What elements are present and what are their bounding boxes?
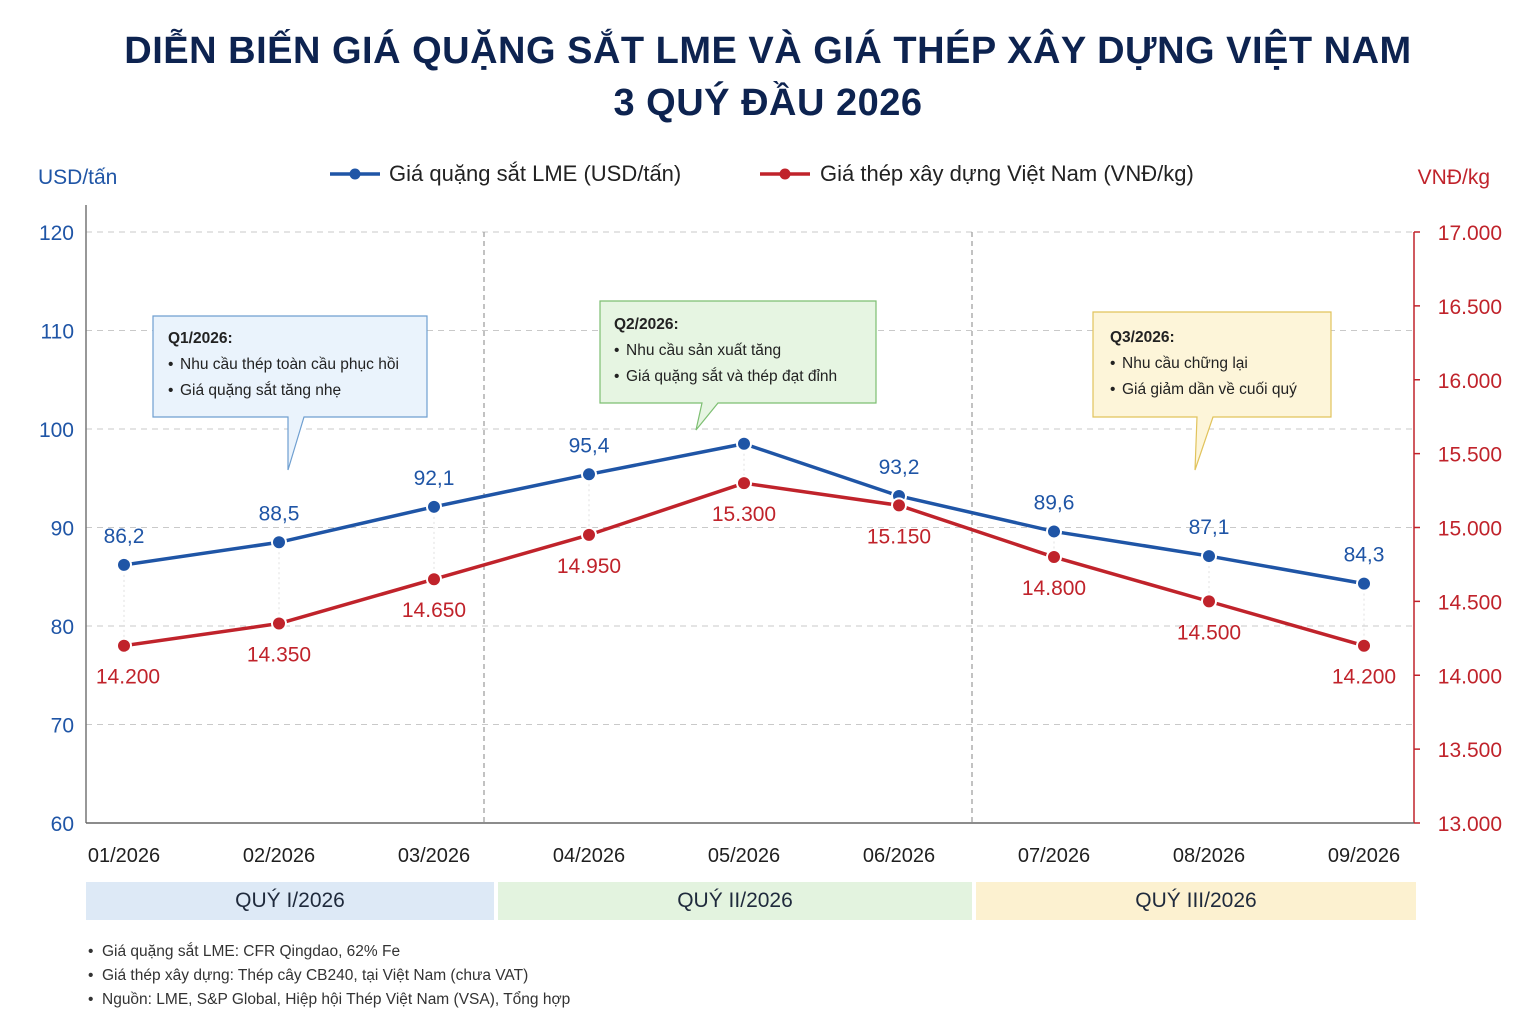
data-label-steel: 15.150	[867, 525, 931, 548]
data-label-ore: 89,6	[1034, 491, 1075, 514]
quarter-band-q1: QUÝ I/2026	[86, 882, 494, 920]
y-tick-left: 70	[51, 715, 74, 738]
data-point-ore	[426, 498, 442, 515]
x-tick-label: 03/2026	[398, 845, 470, 867]
data-point-steel	[1201, 593, 1217, 610]
data-label-ore: 92,1	[414, 467, 455, 490]
data-point-steel	[736, 475, 752, 492]
data-point-steel	[426, 571, 442, 588]
legend-label-ore: Giá quặng sắt LME (USD/tấn)	[389, 161, 681, 186]
callout-q1-item: Giá quặng sắt tăng nhẹ	[168, 378, 423, 404]
y-tick-left: 110	[41, 321, 74, 344]
data-label-steel: 14.200	[96, 666, 160, 689]
data-label-ore: 95,4	[569, 434, 610, 457]
footnote: Giá quặng sắt LME: CFR Qingdao, 62% Fe	[88, 940, 570, 964]
data-point-ore	[1201, 548, 1217, 565]
callout-q2: Q2/2026: Nhu cầu sản xuất tăng Giá quặng…	[614, 312, 872, 390]
y-tick-right: 13.500	[1438, 739, 1502, 762]
legend-marker-ore	[349, 168, 361, 180]
data-label-ore: 86,2	[104, 525, 145, 548]
data-point-steel	[1046, 549, 1062, 566]
data-label-steel: 14.500	[1177, 621, 1241, 644]
callout-q3-item: Nhu cầu chững lại	[1110, 351, 1330, 377]
quarter-band-q2: QUÝ II/2026	[498, 882, 972, 920]
y-tick-left: 100	[39, 419, 74, 442]
footnote: Nguồn: LME, S&P Global, Hiệp hội Thép Vi…	[88, 988, 570, 1012]
data-label-steel: 14.200	[1332, 666, 1396, 689]
x-tick-label: 01/2026	[88, 845, 160, 867]
footnotes: Giá quặng sắt LME: CFR Qingdao, 62% Fe G…	[88, 940, 570, 1012]
callout-q2-title: Q2/2026:	[614, 316, 679, 333]
x-tick-label: 07/2026	[1018, 845, 1090, 867]
data-label-steel: 14.950	[557, 555, 621, 578]
legend-marker-steel	[779, 168, 791, 180]
y-axis-right-label: VNĐ/kg	[1418, 166, 1490, 189]
legend-label-steel: Giá thép xây dựng Việt Nam (VNĐ/kg)	[820, 161, 1194, 186]
y-tick-left: 60	[51, 813, 74, 836]
data-label-ore: 87,1	[1189, 516, 1230, 539]
data-label-steel: 14.350	[247, 644, 311, 667]
x-tick-label: 09/2026	[1328, 845, 1400, 867]
x-tick-label: 06/2026	[863, 845, 935, 867]
y-tick-right: 16.500	[1438, 296, 1502, 319]
y-tick-right: 17.000	[1438, 222, 1502, 245]
data-label-steel: 14.650	[402, 599, 466, 622]
chart-title-line2: 3 QUÝ ĐẦU 2026	[613, 82, 923, 124]
data-point-ore	[116, 556, 132, 573]
footnote: Giá thép xây dựng: Thép cây CB240, tại V…	[88, 964, 570, 988]
data-point-steel	[1356, 637, 1372, 654]
data-point-steel	[581, 526, 597, 543]
data-point-steel	[271, 615, 287, 632]
callout-q1-title: Q1/2026:	[168, 330, 233, 347]
chart-title-line1: DIỄN BIẾN GIÁ QUẶNG SẮT LME VÀ GIÁ THÉP …	[124, 30, 1412, 72]
y-tick-left: 90	[51, 518, 74, 541]
data-point-ore	[271, 534, 287, 551]
x-tick-label: 05/2026	[708, 845, 780, 867]
y-tick-right: 14.500	[1438, 591, 1502, 614]
data-point-ore	[1046, 523, 1062, 540]
callout-q1: Q1/2026: Nhu cầu thép toàn cầu phục hồi …	[168, 326, 423, 404]
x-tick-label: 02/2026	[243, 845, 315, 867]
data-point-ore	[736, 435, 752, 452]
y-tick-left: 80	[51, 616, 74, 639]
callout-q2-item: Giá quặng sắt và thép đạt đỉnh	[614, 364, 872, 390]
callout-q3-title: Q3/2026:	[1110, 329, 1175, 346]
callout-q2-item: Nhu cầu sản xuất tăng	[614, 338, 872, 364]
y-tick-right: 14.000	[1438, 665, 1502, 688]
callout-q1-item: Nhu cầu thép toàn cầu phục hồi	[168, 352, 423, 378]
y-tick-right: 15.500	[1438, 444, 1502, 467]
data-label-steel: 14.800	[1022, 577, 1086, 600]
data-label-ore: 93,2	[879, 456, 920, 479]
data-label-ore: 84,3	[1344, 544, 1385, 567]
data-point-ore	[581, 466, 597, 483]
callout-q3: Q3/2026: Nhu cầu chững lại Giá giảm dần …	[1110, 325, 1330, 403]
y-axis-left-label: USD/tấn	[38, 166, 117, 189]
y-tick-right: 16.000	[1438, 370, 1502, 393]
x-tick-label: 08/2026	[1173, 845, 1245, 867]
data-label-ore: 88,5	[259, 502, 300, 525]
y-tick-right: 15.000	[1438, 518, 1502, 541]
quarter-band-q3: QUÝ III/2026	[976, 882, 1416, 920]
y-tick-right: 13.000	[1438, 813, 1502, 836]
y-tick-left: 120	[39, 222, 74, 245]
data-label-steel: 15.300	[712, 503, 776, 526]
data-point-steel	[891, 497, 907, 514]
data-point-ore	[1356, 575, 1372, 592]
x-tick-label: 04/2026	[553, 845, 625, 867]
data-point-steel	[116, 637, 132, 654]
callout-q3-item: Giá giảm dần về cuối quý	[1110, 377, 1330, 403]
